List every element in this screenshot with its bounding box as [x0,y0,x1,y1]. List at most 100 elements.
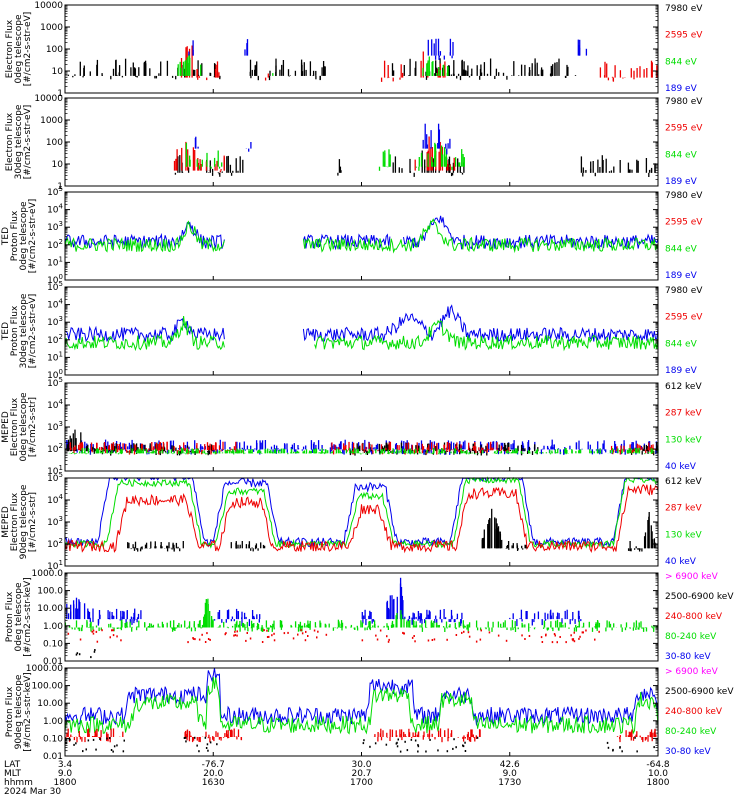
series-dot [207,638,210,640]
x-axis: 3.49.01800-76.720.0163030.020.7170042.69… [4,89,670,797]
series-dot [571,638,574,641]
series-dot [198,750,200,753]
panel-5-series-green [68,447,659,455]
series-dot [187,641,189,644]
series-dot [317,630,319,633]
series-dot [110,749,113,751]
series-dot [573,640,576,643]
series-dot [427,639,430,642]
y-axis-label: 30deg telescope [19,293,29,368]
y-tick-label: 105 [47,280,63,293]
series-dot [325,633,328,636]
y-axis-label: [#/cm2-s-str-eV] [28,294,38,369]
series-dot [453,738,455,741]
series-dot [404,740,406,743]
y-axis-label: 0deg telescope [14,14,24,84]
panel-8-series-green [64,676,659,735]
series-dot [112,750,114,753]
series-dot [201,633,203,636]
series-dot [95,748,97,751]
series-dot [198,638,201,641]
legend-entry: 80-240 keV [665,632,717,642]
series-dot [410,738,413,741]
legend-entry: > 6900 keV [665,667,719,677]
series-dot [184,736,187,739]
y-axis-label: [#/cm2-s-str] [28,492,38,552]
series-line [64,218,659,254]
panel-frame [64,477,659,567]
legend-entry: 189 eV [665,177,698,187]
series-dot [233,634,235,637]
y-tick-label: 100 [47,368,63,381]
series-dot [446,750,449,753]
x-tick-label: 9.0 [503,769,518,779]
y-axis-label: Electron Flux [10,397,20,456]
x-tick-label: 10.0 [648,769,668,779]
series-dot [91,630,93,633]
y-tick-label: 10 [52,160,64,170]
y-tick-label: 0.01 [43,752,63,762]
series-dot [300,629,302,632]
series-dot [73,743,75,746]
y-tick-label: 100 [46,138,63,148]
series-dot [572,638,575,641]
legend-entry: 2595 eV [665,124,703,134]
series-dot [116,635,118,638]
series-dot [387,640,390,643]
series-dot [273,632,275,635]
series-dot [79,638,82,641]
series-dot [619,746,621,749]
legend-entry: 2595 eV [665,31,703,41]
legend-entry: 189 eV [665,271,698,281]
series-dot [92,629,95,632]
panel-frame [64,572,659,662]
y-tick-label: 102 [47,238,63,251]
y-axis-label: Electron Flux [10,492,20,551]
legend-entry: 612 keV [665,382,702,392]
series-dot [414,640,416,643]
series-dot [116,744,118,747]
y-tick-label: 1.00 [43,622,63,632]
series-dot [209,638,211,641]
series-dot [452,747,454,750]
series-dot [93,650,96,653]
y-tick-label: 100 [46,45,63,55]
y-axis-label: Proton Flux [10,305,20,356]
y-axis-label: [#/cm2-s-str-keV] [23,577,33,656]
series-dot [479,638,482,641]
panel-8-series-black [65,736,655,753]
y-tick-label: 1000 [40,116,63,126]
series-dot [399,750,402,753]
y-tick-label: 101 [47,464,63,477]
panel-6-series-green [64,476,659,549]
series-dot [225,632,227,635]
series-dot [433,638,436,641]
series-dot [196,744,198,747]
x-row-label: hhmm [4,778,33,788]
y-tick-label: 1000.0 [32,569,64,579]
series-dot [109,636,111,639]
legend-entry: 240-800 keV [665,707,723,717]
series-dot [594,638,596,641]
series-dot [65,742,67,745]
y-axis-label: 30deg telescope [14,104,24,179]
panel-1: 1 10 100 1000 10000 Electron Flux 0deg telesco… [5,1,703,99]
series-dot [505,639,508,642]
panel-3: 100 101 102 103 104 105 TED Proton Flux 0deg tel… [1,185,703,286]
y-tick-label: 1000.00 [26,664,63,674]
legend-entry: 844 eV [665,57,698,67]
series-dot [488,631,491,634]
series-dot [76,652,79,655]
series-dot [206,743,209,746]
y-axis-label: Electron Flux [5,112,15,171]
legend-entry: 287 keV [665,504,702,514]
series-dot [307,635,309,637]
y-axis-label: 0deg telescope [19,392,29,462]
series-dot [570,634,572,637]
series-dot [425,750,427,753]
series-line [64,476,658,549]
series-dot [67,632,70,635]
series-dot [78,653,81,656]
series-dot [207,749,209,752]
series-line [64,667,659,727]
